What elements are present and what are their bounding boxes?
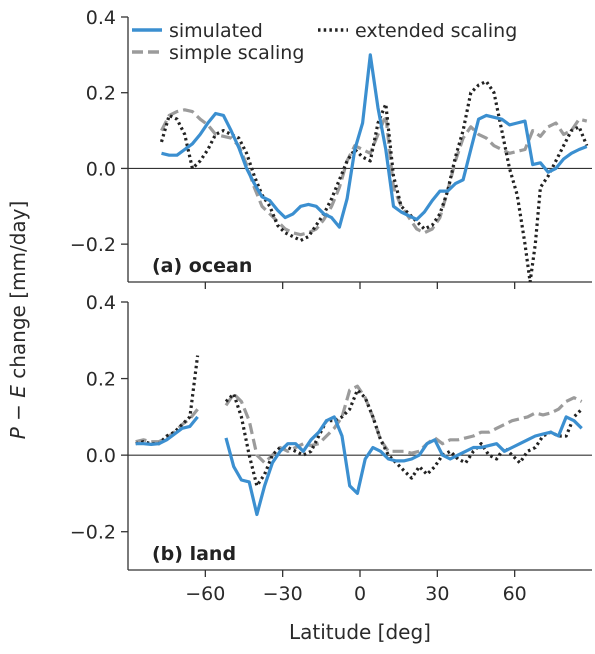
y-tick-label-land: 0.0 [86, 445, 116, 467]
panel-label-land: (b) land [152, 543, 236, 565]
y-tick-label-ocean: 0.4 [86, 7, 116, 29]
y-tick-label-ocean: 0.0 [86, 158, 116, 180]
ylabel-minus: − [6, 398, 30, 427]
series-line-simulated-land [226, 417, 582, 515]
y-tick-label-land: 0.2 [86, 369, 116, 391]
y-tick-label-ocean: 0.2 [86, 83, 116, 105]
x-axis-label: Latitude [deg] [128, 620, 592, 644]
panel-label-ocean: (a) ocean [152, 255, 252, 277]
x-tick-label-land: 0 [354, 583, 366, 605]
y-tick-label-land: −0.2 [70, 522, 116, 544]
x-tick-label-land: −30 [263, 583, 303, 605]
series-line-extended-scaling-ocean [162, 81, 587, 282]
panel-land: −0.2 0.0 0.2 0.4 −60 −30 0 30 60 (b) land [70, 292, 592, 605]
x-tick-label-land: 30 [425, 583, 449, 605]
y-axis-label: P − E change [mm/day] [6, 201, 30, 440]
legend-label-simple-scaling: simple scaling [169, 42, 304, 64]
ylabel-p: P [6, 427, 30, 439]
y-tick-label-land: 0.4 [86, 292, 116, 314]
y-tick-label-ocean: −0.2 [70, 234, 116, 256]
y-axis-label-wrap: P − E change [mm/day] [18, 50, 19, 590]
series-line-extended-scaling-land [136, 356, 198, 444]
legend-label-extended-scaling: extended scaling [355, 20, 517, 42]
panel-ocean: −0.2 0.0 0.2 0.4 (a) ocean [70, 7, 592, 289]
ylabel-rest: change [mm/day] [6, 201, 30, 385]
x-tick-label-land: −60 [185, 583, 225, 605]
legend-label-simulated: simulated [169, 20, 263, 42]
ylabel-e: E [6, 385, 30, 398]
x-tick-label-land: 60 [503, 583, 527, 605]
series-line-simple-scaling-ocean [162, 110, 587, 235]
